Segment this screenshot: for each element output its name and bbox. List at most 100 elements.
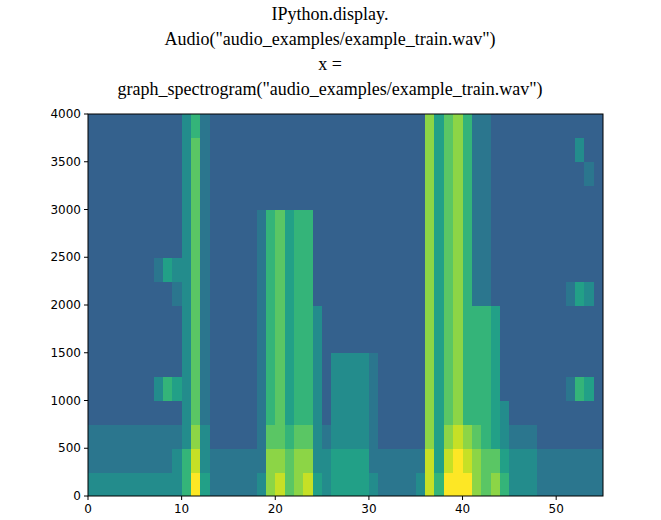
heat-cell xyxy=(500,305,510,329)
heat-cell xyxy=(463,424,473,448)
heat-cell xyxy=(481,281,491,305)
heat-cell xyxy=(594,210,603,234)
heat-cell xyxy=(519,257,529,281)
heat-cell xyxy=(481,472,491,496)
heat-cell xyxy=(360,353,370,377)
heat-cell xyxy=(107,305,117,329)
heat-cell xyxy=(219,162,229,186)
heat-cell xyxy=(388,233,398,257)
heat-cell xyxy=(453,472,463,496)
heat-cell xyxy=(360,472,370,496)
heat-cell xyxy=(275,114,285,138)
code-line: graph_spectrogram("audio_examples/exampl… xyxy=(117,79,542,100)
heat-cell xyxy=(116,401,126,425)
heat-cell xyxy=(275,377,285,401)
heat-cell xyxy=(182,448,192,472)
heat-cell xyxy=(519,210,529,234)
heat-cell xyxy=(434,233,444,257)
heat-cell xyxy=(154,424,164,448)
heat-cell xyxy=(453,448,463,472)
heat-cell xyxy=(360,424,370,448)
heat-cell xyxy=(257,424,267,448)
heat-cell xyxy=(528,472,538,496)
heat-cell xyxy=(463,401,473,425)
heat-cell xyxy=(528,281,538,305)
y-tick-label: 3000 xyxy=(50,203,81,217)
heat-cell xyxy=(285,448,295,472)
heat-cell xyxy=(228,138,238,162)
heat-cell xyxy=(163,186,173,210)
heat-cell xyxy=(210,401,220,425)
heat-cell xyxy=(463,353,473,377)
heat-cell xyxy=(556,210,566,234)
heat-cell xyxy=(154,305,164,329)
heat-cell xyxy=(322,401,332,425)
heat-cell xyxy=(434,138,444,162)
heat-cell xyxy=(331,186,341,210)
heat-cell xyxy=(135,233,145,257)
heat-cell xyxy=(303,401,313,425)
heat-cell xyxy=(331,138,341,162)
heat-cell xyxy=(350,472,360,496)
heat-cell xyxy=(584,281,594,305)
heat-cell xyxy=(257,448,267,472)
heat-cell xyxy=(238,329,248,353)
heat-cell xyxy=(594,305,603,329)
heat-cell xyxy=(509,138,519,162)
heat-cell xyxy=(285,162,295,186)
heat-cell xyxy=(397,281,407,305)
heat-cell xyxy=(369,257,379,281)
heat-cell xyxy=(210,448,220,472)
heat-cell xyxy=(378,353,388,377)
heat-cell xyxy=(219,353,229,377)
heat-cell xyxy=(566,448,576,472)
heat-cell xyxy=(537,353,547,377)
heat-cell xyxy=(107,401,117,425)
heat-cell xyxy=(547,377,557,401)
heat-cell xyxy=(556,162,566,186)
heat-cell xyxy=(303,472,313,496)
heat-cell xyxy=(444,401,454,425)
heat-cell xyxy=(303,353,313,377)
heat-cell xyxy=(228,401,238,425)
heat-cell xyxy=(444,448,454,472)
heat-cell xyxy=(107,210,117,234)
heat-cell xyxy=(566,377,576,401)
heat-cell xyxy=(378,305,388,329)
heat-cell xyxy=(154,210,164,234)
heat-cell xyxy=(360,257,370,281)
heat-cell xyxy=(378,138,388,162)
heat-cell xyxy=(463,281,473,305)
heat-cell xyxy=(182,114,192,138)
heat-cell xyxy=(228,353,238,377)
heat-cell xyxy=(491,424,501,448)
heat-cell xyxy=(238,305,248,329)
heat-cell xyxy=(144,186,154,210)
heat-cell xyxy=(509,114,519,138)
heat-cell xyxy=(257,257,267,281)
heat-cell xyxy=(416,210,426,234)
heat-cell xyxy=(378,472,388,496)
heat-cell xyxy=(285,377,295,401)
heat-cell xyxy=(528,186,538,210)
heat-cell xyxy=(537,138,547,162)
heat-cell xyxy=(107,448,117,472)
heat-cell xyxy=(500,448,510,472)
heat-cell xyxy=(172,329,182,353)
heat-cell xyxy=(416,401,426,425)
heat-cell xyxy=(491,210,501,234)
heat-cell xyxy=(144,329,154,353)
heat-cell xyxy=(303,424,313,448)
heat-cell xyxy=(491,186,501,210)
heat-cell xyxy=(575,257,585,281)
heat-cell xyxy=(172,138,182,162)
heat-cell xyxy=(584,353,594,377)
heat-cell xyxy=(397,162,407,186)
heat-cell xyxy=(97,210,107,234)
heat-cell xyxy=(172,424,182,448)
heat-cell xyxy=(341,448,351,472)
heat-cell xyxy=(266,448,276,472)
heat-cell xyxy=(275,186,285,210)
heat-cell xyxy=(556,329,566,353)
heat-cell xyxy=(228,305,238,329)
